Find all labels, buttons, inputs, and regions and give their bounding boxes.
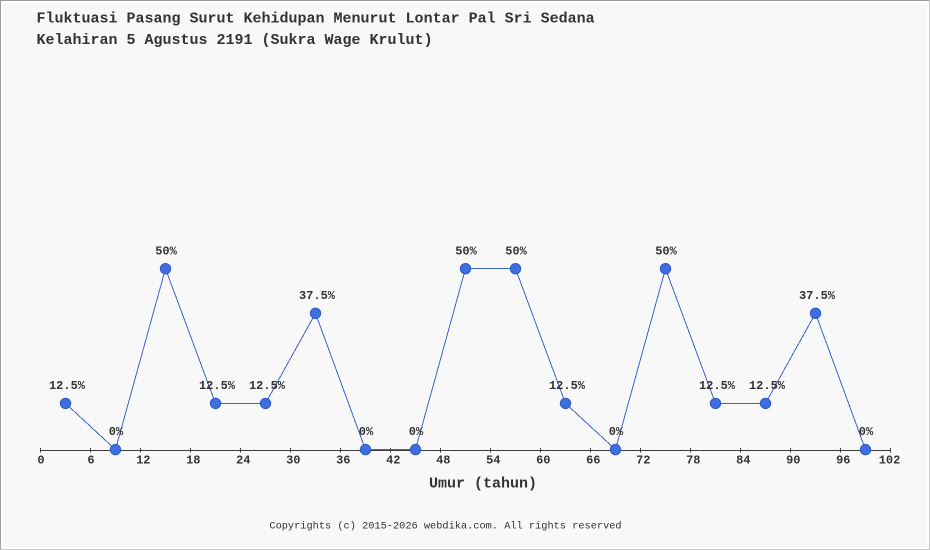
svg-text:60: 60 <box>536 454 550 468</box>
svg-text:36: 36 <box>336 454 350 468</box>
svg-text:Copyrights (c) 2015-2026 webdi: Copyrights (c) 2015-2026 webdika.com. Al… <box>269 521 621 533</box>
svg-text:0%: 0% <box>359 425 374 439</box>
svg-text:12.5%: 12.5% <box>249 379 286 393</box>
svg-text:12.5%: 12.5% <box>749 379 786 393</box>
svg-text:6: 6 <box>87 454 94 468</box>
svg-text:37.5%: 37.5% <box>799 289 836 303</box>
svg-text:72: 72 <box>636 454 650 468</box>
svg-text:84: 84 <box>736 454 750 468</box>
svg-text:50%: 50% <box>655 244 677 258</box>
svg-text:48: 48 <box>436 454 450 468</box>
svg-text:Kelahiran 5 Agustus 2191 (Sukr: Kelahiran 5 Agustus 2191 (Sukra Wage Kru… <box>37 32 433 49</box>
svg-text:30: 30 <box>286 454 300 468</box>
svg-text:0%: 0% <box>859 425 874 439</box>
svg-text:50%: 50% <box>155 244 177 258</box>
svg-text:50%: 50% <box>455 244 477 258</box>
svg-text:66: 66 <box>586 454 600 468</box>
svg-text:0%: 0% <box>409 425 424 439</box>
svg-text:37.5%: 37.5% <box>299 289 336 303</box>
svg-text:12.5%: 12.5% <box>49 379 86 393</box>
svg-text:54: 54 <box>486 454 500 468</box>
svg-text:90: 90 <box>786 454 800 468</box>
svg-text:12.5%: 12.5% <box>699 379 736 393</box>
svg-text:102: 102 <box>879 454 901 468</box>
svg-text:50%: 50% <box>505 244 527 258</box>
svg-text:12: 12 <box>136 454 150 468</box>
svg-text:0%: 0% <box>609 425 624 439</box>
svg-text:96: 96 <box>836 454 850 468</box>
svg-text:78: 78 <box>686 454 700 468</box>
svg-text:12.5%: 12.5% <box>199 379 236 393</box>
svg-text:Fluktuasi Pasang Surut Kehidup: Fluktuasi Pasang Surut Kehidupan Menurut… <box>37 11 595 28</box>
svg-text:24: 24 <box>236 454 250 468</box>
svg-text:Umur (tahun): Umur (tahun) <box>429 476 537 493</box>
svg-text:0%: 0% <box>109 425 124 439</box>
svg-text:0: 0 <box>37 454 44 468</box>
svg-text:42: 42 <box>386 454 400 468</box>
svg-text:12.5%: 12.5% <box>549 379 586 393</box>
svg-text:18: 18 <box>186 454 200 468</box>
